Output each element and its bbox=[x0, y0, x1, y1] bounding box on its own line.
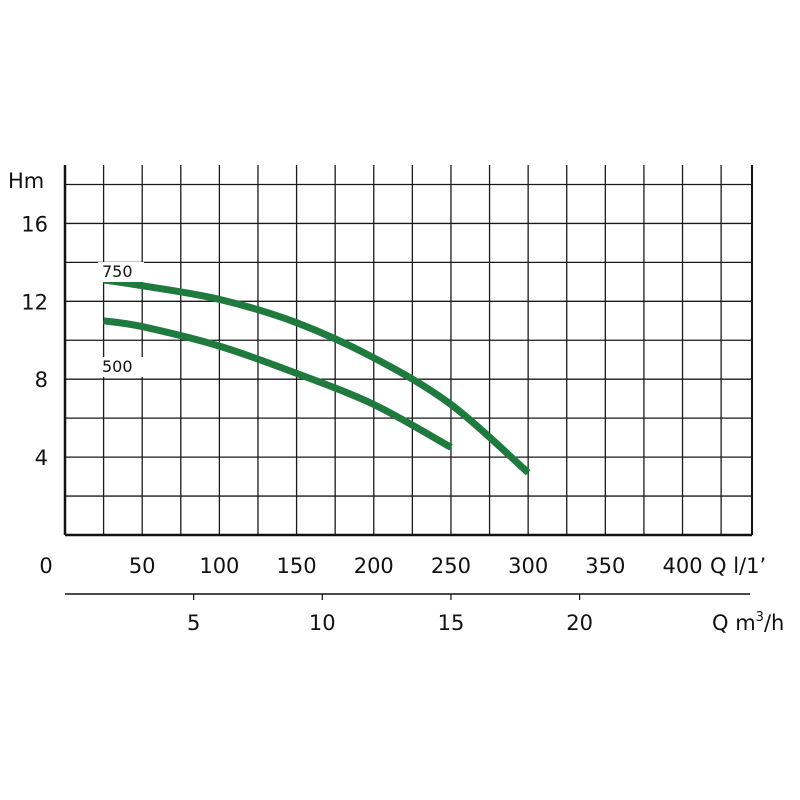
x-tick-label-primary: 50 bbox=[129, 554, 156, 578]
x-axis-primary-unit-label: Q l/1’ bbox=[710, 554, 766, 578]
x-tick-label-secondary: 20 bbox=[566, 611, 593, 635]
y-tick-label: 8 bbox=[35, 368, 48, 392]
grid bbox=[65, 165, 752, 535]
series-line-500 bbox=[103, 317, 453, 451]
x-tick-label-primary: 100 bbox=[199, 554, 239, 578]
x-tick-label-primary: 250 bbox=[431, 554, 471, 578]
unit-main: Q m bbox=[712, 611, 756, 635]
y-tick-label: 4 bbox=[35, 446, 48, 470]
y-tick-label: 12 bbox=[21, 290, 48, 314]
unit-superscript: 3 bbox=[756, 610, 764, 625]
x-tick-label-primary: 150 bbox=[277, 554, 317, 578]
x-tick-label-primary: 350 bbox=[585, 554, 625, 578]
y-tick-label: 16 bbox=[21, 212, 48, 236]
x-axis-zero-label: 0 bbox=[39, 554, 52, 578]
series-label-background bbox=[98, 262, 144, 282]
x-tick-label-secondary: 15 bbox=[438, 611, 465, 635]
y-axis-label: Hm bbox=[8, 169, 44, 193]
x-tick-label-primary: 200 bbox=[354, 554, 394, 578]
series-label-background bbox=[98, 357, 144, 377]
series-line-750 bbox=[103, 276, 531, 476]
x-tick-label-secondary: 5 bbox=[187, 611, 200, 635]
plot-frame bbox=[63, 165, 753, 595]
performance-curves bbox=[103, 276, 531, 476]
unit-tail: /h bbox=[764, 611, 784, 635]
x-tick-label-secondary: 10 bbox=[309, 611, 336, 635]
x-tick-label-primary: 300 bbox=[508, 554, 548, 578]
series-label-750: 750 bbox=[102, 262, 133, 281]
series-label-500: 500 bbox=[102, 357, 133, 376]
x-tick-label-primary: 400 bbox=[662, 554, 702, 578]
axis-labels: Hm 0 Q l/1’ Q m3/h 4 8 12 16 50 100 150 200 250 3… bbox=[8, 169, 784, 635]
x-axis-secondary-unit-label: Q m3/h bbox=[712, 610, 784, 635]
